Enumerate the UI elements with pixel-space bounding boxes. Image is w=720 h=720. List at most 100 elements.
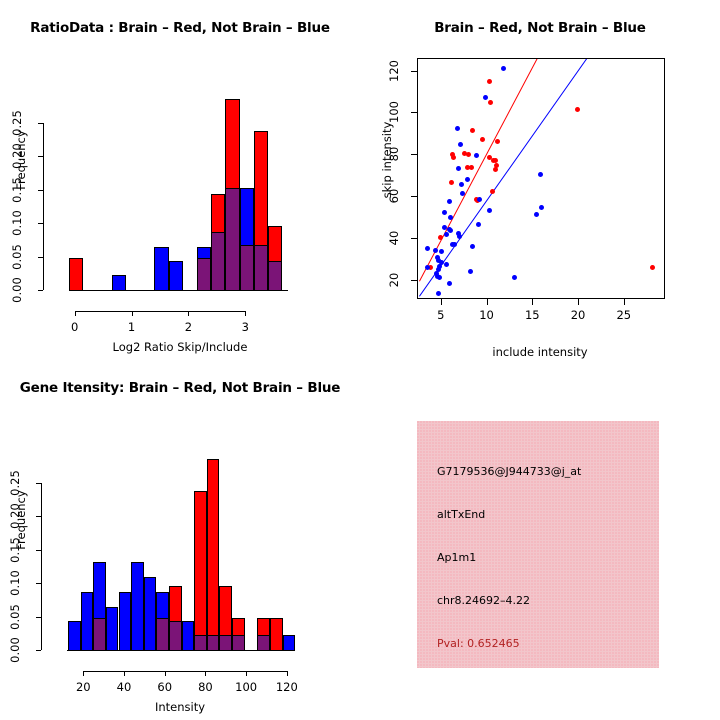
scatter-point-brain bbox=[464, 164, 470, 170]
y-axis-tick-label: 0.25 bbox=[10, 109, 24, 136]
scatter-point-brain bbox=[493, 158, 499, 164]
scatter-point-not-brain bbox=[432, 248, 438, 254]
histogram-bar-overlap bbox=[156, 617, 169, 651]
y-axis-tick bbox=[411, 280, 417, 282]
histogram-bar-overlap bbox=[206, 635, 220, 651]
histogram-bar-top-segment bbox=[156, 591, 169, 619]
y-axis-tick bbox=[38, 156, 43, 158]
scatter-point-brain bbox=[495, 138, 501, 144]
histogram-bar-overlap bbox=[211, 231, 226, 291]
x-axis-tick bbox=[188, 311, 190, 316]
scatter-point-not-brain bbox=[433, 271, 439, 277]
y-axis-line bbox=[41, 482, 42, 650]
scatter-point-not-brain bbox=[475, 222, 481, 228]
y-axis-tick bbox=[36, 616, 41, 618]
scatter-point-not-brain bbox=[459, 181, 465, 187]
info-probe-id: G7179536@J944733@j_at bbox=[437, 465, 582, 478]
panel-ratio-histogram: RatioData : Brain – Red, Not Brain – Blu… bbox=[0, 0, 360, 360]
scatter-point-brain bbox=[486, 79, 492, 85]
scatter-regression-line bbox=[418, 59, 588, 297]
y-axis-tick bbox=[36, 549, 41, 551]
scatter-point-not-brain bbox=[441, 224, 447, 230]
x-axis-tick bbox=[205, 671, 207, 676]
x-axis-line bbox=[74, 311, 246, 312]
x-axis-tick bbox=[246, 671, 248, 676]
y-axis-tick-label: 0.10 bbox=[8, 570, 22, 596]
scatter-point-not-brain bbox=[424, 265, 430, 271]
histogram-bar-not-brain bbox=[181, 620, 195, 651]
x-axis-tick bbox=[245, 311, 247, 316]
scatter-point-not-brain bbox=[460, 190, 466, 196]
histogram-bar-overlap bbox=[257, 635, 270, 651]
scatter-point-not-brain bbox=[448, 215, 454, 221]
x-axis-tick-label: 120 bbox=[275, 680, 298, 694]
y-axis-tick bbox=[411, 112, 417, 114]
x-axis-tick-label: 0 bbox=[71, 320, 79, 334]
histogram-bar-top-segment bbox=[206, 458, 220, 637]
x-axis-tick-label: 1 bbox=[127, 320, 136, 334]
ratio-histogram-title: RatioData : Brain – Red, Not Brain – Blu… bbox=[30, 20, 330, 36]
y-axis-tick-label: 20 bbox=[387, 272, 401, 288]
histogram-bar-brain bbox=[69, 257, 84, 291]
scatter-point-not-brain bbox=[473, 153, 479, 159]
histogram-bar-not-brain bbox=[111, 275, 126, 291]
x-axis-tick bbox=[440, 299, 442, 305]
histogram-bar-top-segment bbox=[211, 194, 226, 233]
ratio-histogram-xlabel: Log2 Ratio Skip/Include bbox=[112, 340, 248, 354]
y-axis-tick-label: 0.20 bbox=[8, 503, 22, 530]
x-axis-tick-label: 20 bbox=[75, 680, 91, 694]
x-axis-tick bbox=[131, 311, 133, 316]
histogram-bar-top-segment bbox=[225, 98, 240, 189]
scatter-point-not-brain bbox=[443, 261, 449, 267]
info-panel-background: G7179536@J944733@j_at altTxEnd Ap1m1 chr… bbox=[417, 421, 659, 668]
scatter-point-not-brain bbox=[447, 280, 453, 286]
scatter-point-not-brain bbox=[467, 268, 473, 274]
y-axis-tick-label: 0.05 bbox=[10, 243, 24, 270]
scatter-point-not-brain bbox=[443, 232, 449, 238]
histogram-bar-not-brain bbox=[143, 577, 157, 651]
x-axis-tick-label: 40 bbox=[116, 680, 132, 694]
x-axis-tick bbox=[578, 299, 580, 305]
histogram-bar-top-segment bbox=[268, 226, 283, 262]
y-axis-tick-label: 60 bbox=[387, 189, 401, 204]
histogram-bar-overlap bbox=[194, 635, 207, 651]
y-axis-tick bbox=[411, 70, 417, 72]
x-axis-tick-label: 10 bbox=[479, 308, 494, 322]
scatter-point-brain bbox=[494, 163, 500, 169]
panel-intensity-scatter: Brain – Red, Not Brain – Blue skip inten… bbox=[360, 0, 720, 360]
y-axis-tick bbox=[38, 223, 43, 225]
scatter-point-brain bbox=[487, 99, 493, 105]
scatter-point-not-brain bbox=[512, 275, 518, 281]
scatter-point-brain bbox=[469, 164, 475, 170]
scatter-point-not-brain bbox=[448, 227, 454, 233]
intensity-scatter-xlabel: include intensity bbox=[492, 345, 588, 359]
y-axis-tick bbox=[411, 196, 417, 198]
y-axis-tick-label: 0.05 bbox=[8, 603, 22, 630]
histogram-bar-top-segment bbox=[253, 130, 269, 247]
scatter-point-not-brain bbox=[454, 125, 460, 131]
scatter-point-brain bbox=[428, 264, 434, 270]
histogram-bar-top-segment bbox=[232, 617, 245, 637]
scatter-point-brain bbox=[470, 127, 476, 133]
scatter-point-not-brain bbox=[425, 245, 431, 251]
y-axis-tick bbox=[36, 583, 41, 585]
gene-histogram-plot-area: 0.00 0.05 0.10 0.15 0.20 0.25 20 40 60 80 100 120 bbox=[0, 360, 360, 720]
histogram-bar-overlap bbox=[93, 617, 106, 651]
intensity-scatter-plot-area: 20 40 60 80 100 120 5 10 15 20 25 bbox=[360, 0, 720, 360]
scatter-point-brain bbox=[449, 179, 455, 185]
scatter-point-brain bbox=[450, 152, 456, 158]
scatter-point-not-brain bbox=[441, 209, 447, 215]
panel-gene-histogram: Gene Itensity: Brain – Red, Not Brain – … bbox=[0, 360, 360, 720]
y-axis-tick-label: 80 bbox=[387, 147, 401, 162]
histogram-bar-top-segment bbox=[196, 246, 212, 259]
x-axis-tick bbox=[83, 671, 85, 676]
y-axis-tick bbox=[411, 154, 417, 156]
y-axis-tick bbox=[38, 189, 43, 191]
ratio-histogram-plot-area: 0.00 0.05 0.10 0.15 0.20 0.25 0 1 2 3 bbox=[0, 0, 360, 360]
histogram-bar-not-brain bbox=[80, 591, 94, 651]
scatter-point-not-brain bbox=[470, 244, 476, 250]
scatter-point-not-brain bbox=[434, 255, 440, 261]
y-axis-tick-label: 100 bbox=[387, 101, 401, 124]
x-axis-tick-label: 5 bbox=[437, 308, 445, 322]
histogram-bar-not-brain bbox=[131, 562, 144, 651]
